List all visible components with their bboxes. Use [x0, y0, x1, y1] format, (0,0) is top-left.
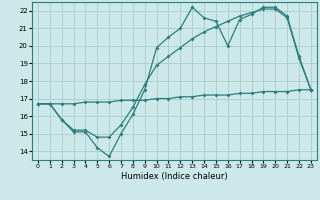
X-axis label: Humidex (Indice chaleur): Humidex (Indice chaleur) [121, 172, 228, 181]
